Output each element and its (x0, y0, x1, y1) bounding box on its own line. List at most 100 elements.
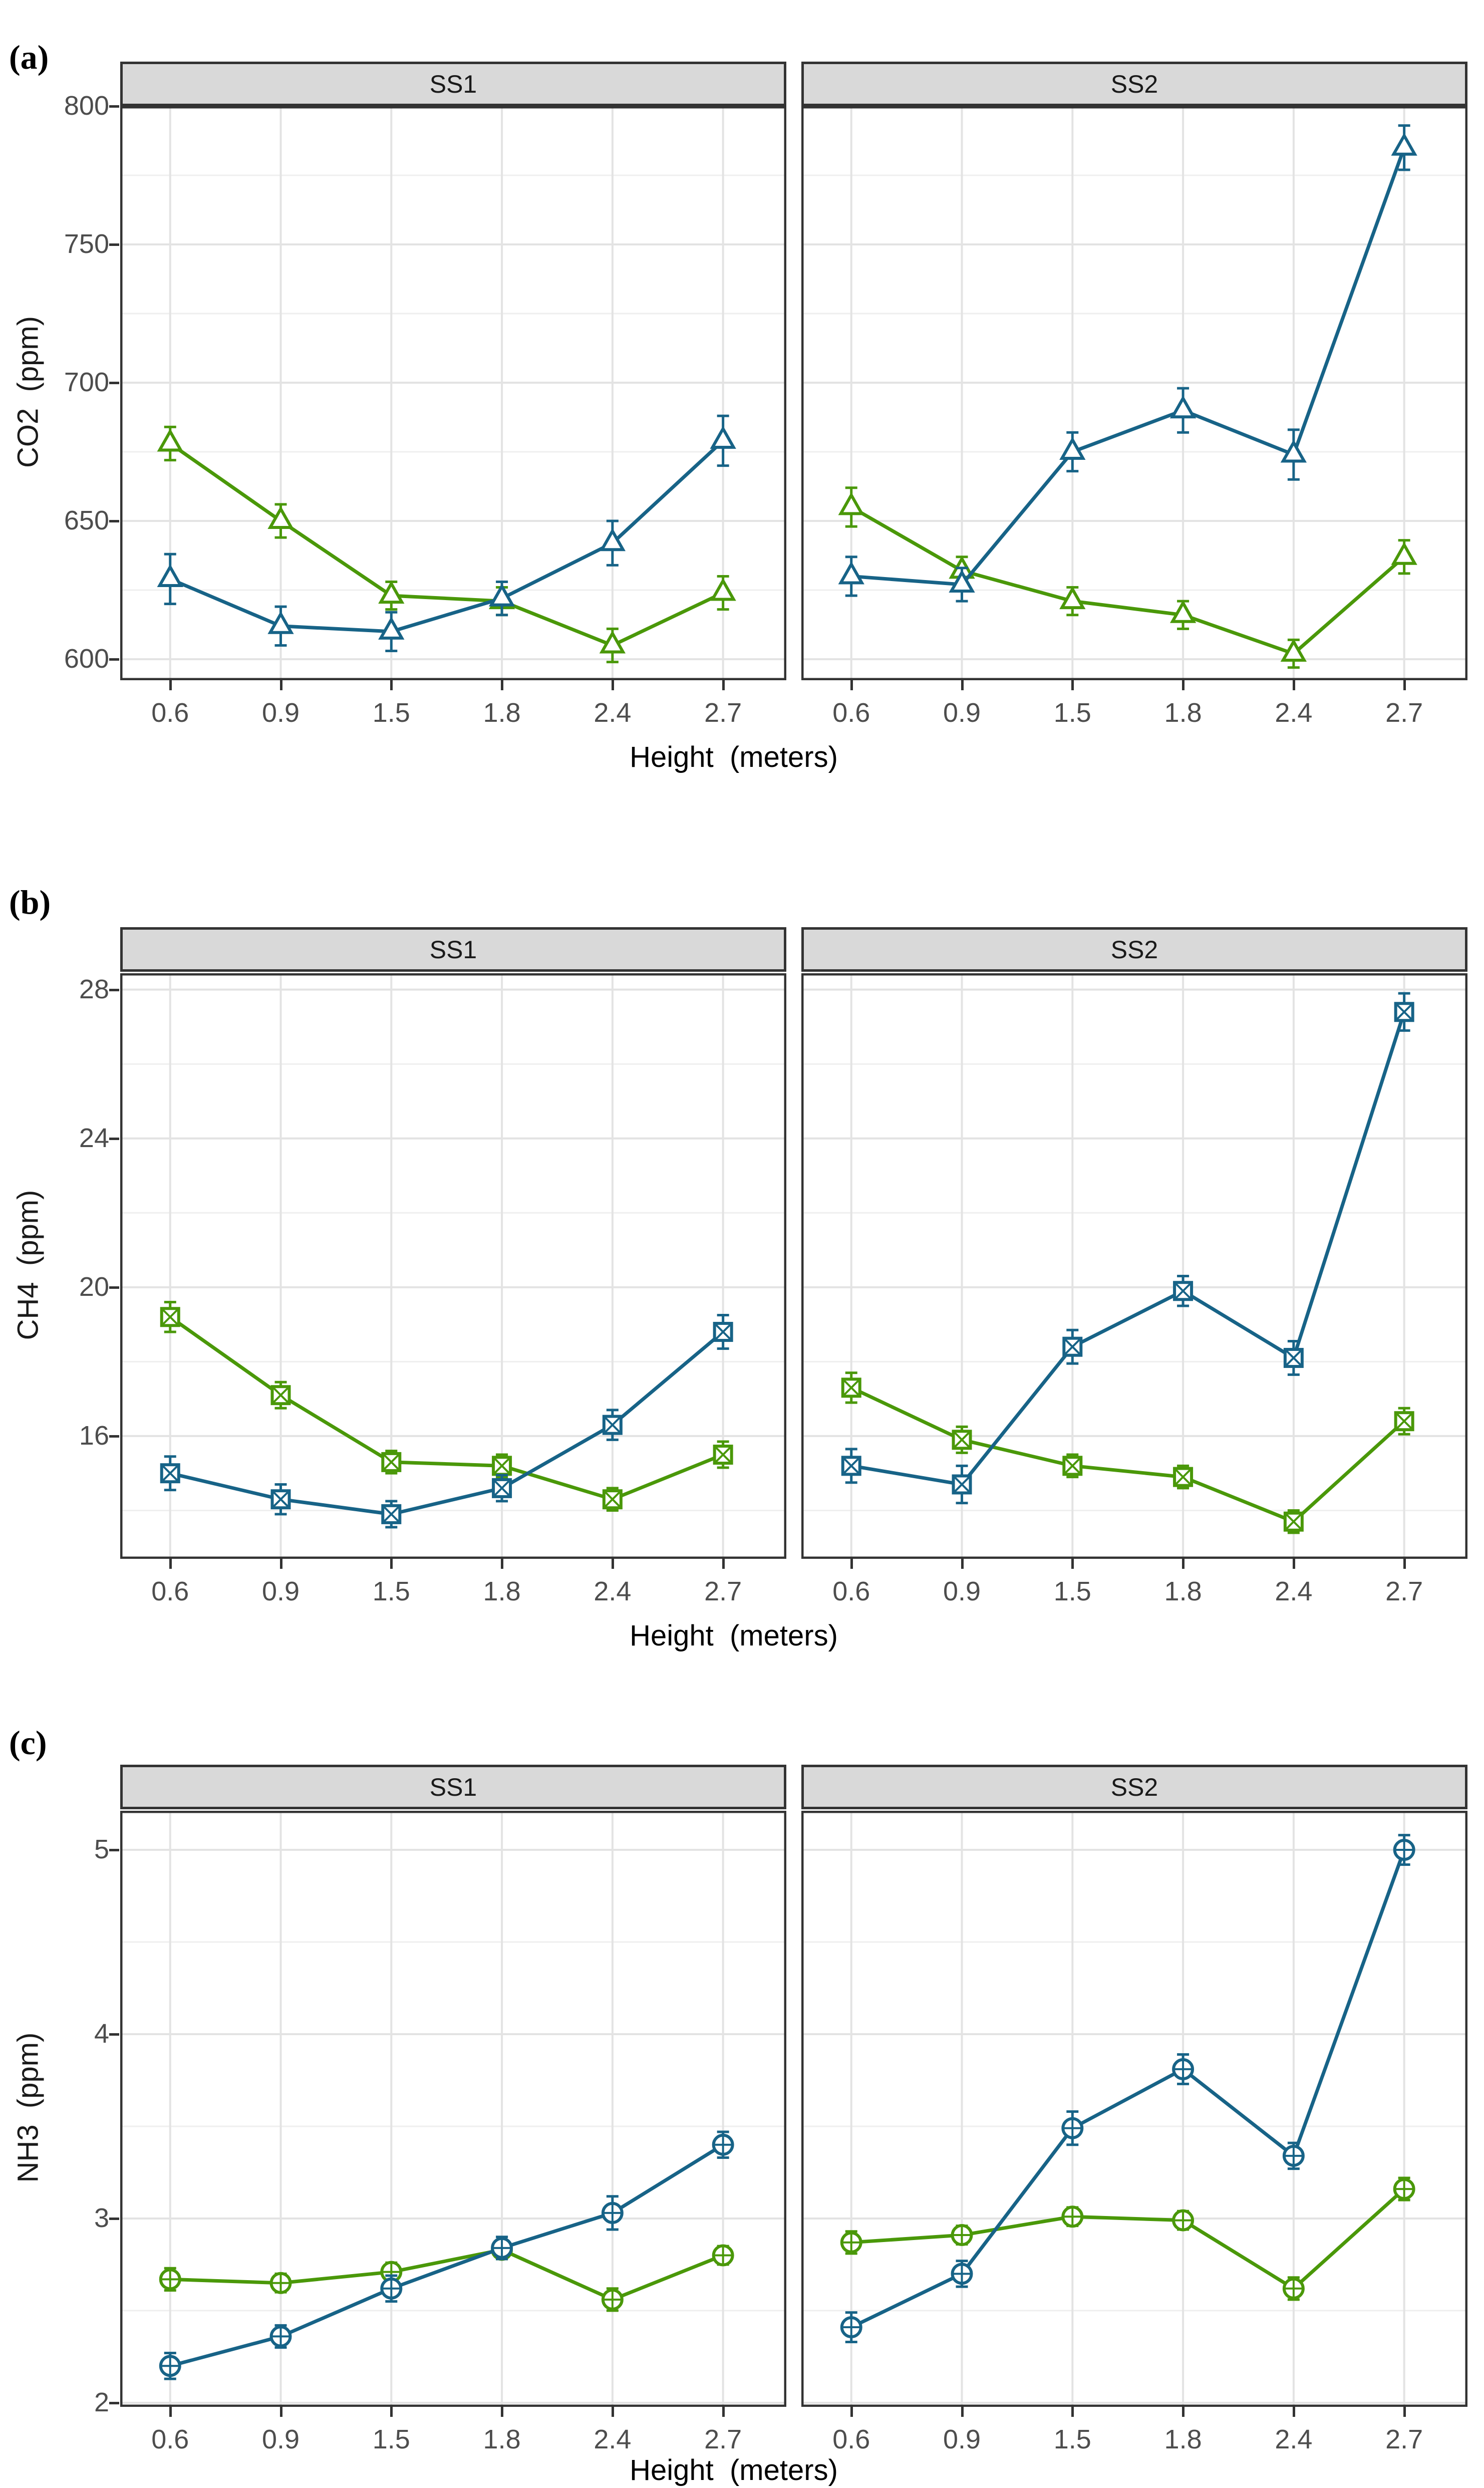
panel-label: (a) (9, 38, 49, 76)
x-tick-label: 1.5 (372, 2424, 410, 2454)
x-tick-mark (961, 2407, 964, 2417)
y-tick-mark (109, 105, 119, 108)
x-tick-label: 2.4 (593, 1576, 632, 1606)
x-tick-label: 2.7 (1385, 698, 1423, 728)
triangle-marker (1059, 586, 1086, 610)
series-line (169, 442, 724, 647)
panel-border (801, 1811, 1467, 2407)
square-x-marker-diag (953, 1475, 971, 1494)
x-tick-mark (1292, 680, 1295, 690)
facet-strip-ss1: SS1 (120, 1765, 786, 1809)
panel-background (801, 1811, 1467, 2407)
square-x-marker-diag (1063, 1456, 1082, 1475)
x-tick-mark (169, 680, 172, 690)
series-line (169, 439, 725, 634)
y-tick-mark (109, 658, 119, 661)
square-x-marker-diag (714, 1445, 733, 1464)
triangle-marker (599, 630, 626, 654)
x-tick-mark (1403, 1559, 1406, 1569)
x-tick-label: 2.7 (1385, 1576, 1423, 1606)
square-x-marker-diag (1284, 1512, 1303, 1531)
panel-border (801, 106, 1467, 680)
facet-plot (120, 1811, 786, 2407)
facet-strip-label: SS1 (429, 935, 477, 964)
y-tick-label: 5 (94, 1834, 109, 1864)
facet-strip-label: SS1 (429, 70, 477, 98)
x-tick-label: 0.9 (261, 1576, 300, 1606)
x-tick-mark (1292, 1559, 1295, 1569)
x-tick-label: 2.4 (1275, 1576, 1313, 1606)
triangle-marker (157, 564, 183, 587)
facet-panel-ss2 (801, 106, 1467, 680)
triangle-marker (1280, 439, 1307, 463)
x-tick-mark (722, 1559, 725, 1569)
facet-strip-ss2: SS2 (801, 62, 1467, 106)
y-tick-mark (109, 988, 119, 991)
y-tick-label: 800 (64, 91, 109, 121)
x-tick-label: 1.5 (1053, 1576, 1091, 1606)
x-tick-label: 1.5 (372, 1576, 410, 1606)
facet-plot (120, 973, 786, 1559)
square-x-marker-diag (271, 1490, 290, 1509)
x-tick-mark (1403, 680, 1406, 690)
series-line (170, 2248, 724, 2302)
series-green-circlePlus (840, 2176, 1415, 2301)
facet-strip-ss1: SS1 (120, 62, 786, 106)
x-tick-mark (850, 2407, 853, 2417)
square-x-marker-diag (161, 1464, 180, 1483)
x-tick-label: 0.6 (151, 698, 189, 728)
y-tick-mark (109, 1435, 119, 1438)
y-tick-label: 16 (79, 1420, 109, 1451)
triangle-marker (378, 616, 405, 640)
square-x-marker-diag (1063, 1337, 1082, 1356)
x-tick-mark (390, 1559, 393, 1569)
triangle-marker (949, 569, 975, 593)
triangle-marker (599, 528, 626, 551)
x-tick-label: 0.9 (261, 2424, 300, 2454)
series-line (169, 1315, 724, 1501)
y-tick-label: 650 (64, 505, 109, 536)
square-x-marker-diag (603, 1490, 622, 1509)
panel-label: (c) (9, 1724, 47, 1762)
y-tick-label: 4 (94, 2018, 109, 2049)
series-blue-triangle (157, 414, 736, 652)
series-green-squareX (160, 1301, 733, 1512)
panel-background (120, 106, 786, 680)
x-tick-mark (169, 1559, 172, 1569)
x-tick-mark (279, 680, 282, 690)
facet-panel-ss1 (120, 973, 786, 1559)
facet-strip-label: SS1 (429, 1773, 477, 1801)
series-line (169, 2143, 724, 2368)
x-tick-label: 2.4 (1275, 2424, 1313, 2454)
square-x-marker-diag (271, 1386, 290, 1405)
triangle-marker (1169, 600, 1197, 623)
facet-plot (120, 106, 786, 680)
facet-strip-ss2: SS2 (801, 1765, 1467, 1809)
x-tick-mark (850, 1559, 853, 1569)
panel-border (120, 106, 786, 680)
square-x-marker-diag (842, 1456, 861, 1475)
facet-plot (801, 973, 1467, 1559)
triangle-marker (488, 583, 515, 607)
x-tick-label: 1.8 (1164, 2424, 1202, 2454)
panel-border (801, 973, 1467, 1559)
x-tick-mark (501, 2407, 504, 2417)
x-tick-mark (279, 2407, 282, 2417)
x-tick-mark (1071, 1559, 1074, 1569)
panel-border (120, 1811, 786, 2407)
y-tick-mark (109, 2033, 119, 2036)
y-tick-label: 750 (64, 229, 109, 259)
facet-strip-label: SS2 (1110, 1773, 1158, 1801)
x-tick-label: 2.4 (593, 2424, 632, 2454)
square-x-marker-diag (1395, 1002, 1414, 1021)
y-tick-label: 28 (79, 974, 109, 1004)
y-tick-mark (109, 1286, 119, 1289)
series-green-triangle (838, 486, 1417, 669)
x-axis-title: Height (meters) (630, 1619, 838, 1652)
series-blue-triangle (838, 124, 1417, 603)
x-tick-mark (501, 1559, 504, 1569)
x-tick-label: 0.6 (832, 2424, 870, 2454)
triangle-marker (710, 578, 736, 601)
x-tick-mark (390, 2407, 393, 2417)
